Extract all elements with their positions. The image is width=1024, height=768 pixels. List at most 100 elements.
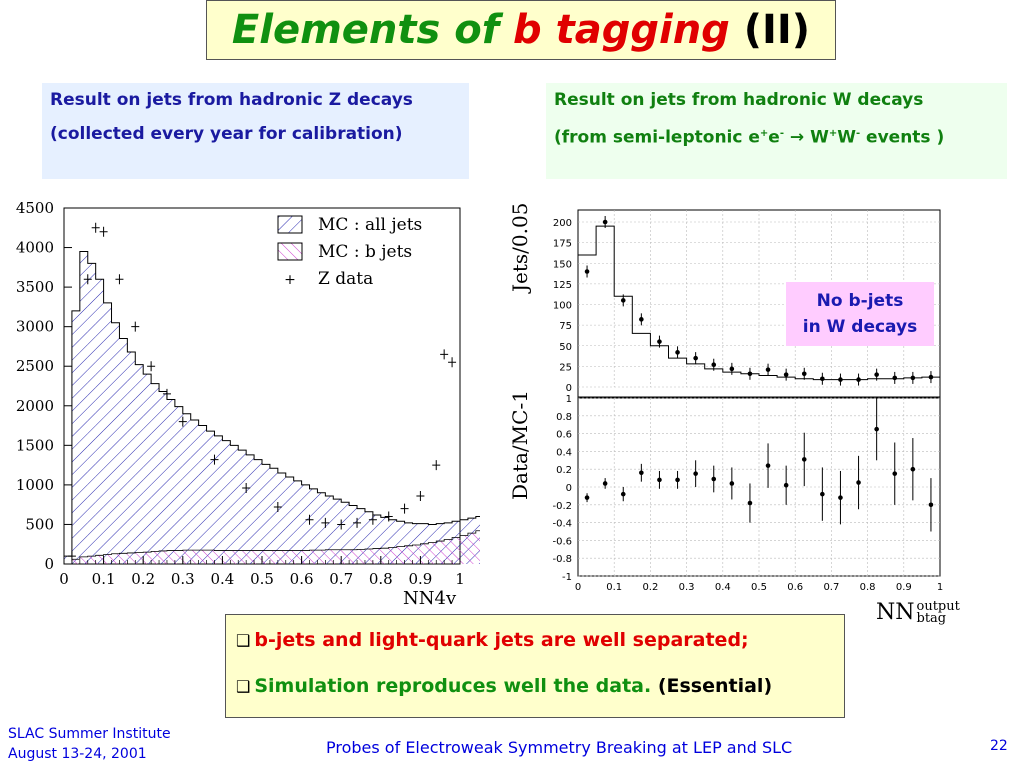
y-tick-label: 0 (44, 555, 54, 573)
y-tick-label: 3000 (16, 318, 54, 336)
all-jets-bar (71, 310, 80, 564)
lower-y-tick-label: -0.2 (552, 501, 572, 512)
rc-sup-2: - (779, 128, 784, 139)
lower-y-tick-label: 0.6 (556, 430, 572, 441)
x-tick-label: 1 (455, 570, 465, 588)
b-jets-bar (222, 550, 231, 564)
b-jets-bar (95, 555, 104, 564)
lower-x-tick-label: 1 (937, 582, 943, 593)
lower-x-tick-label: 0.4 (715, 582, 731, 593)
lower-y-tick-label: -1 (562, 572, 572, 583)
title-part-3: (II) (729, 7, 811, 53)
y-tick-label: 2500 (16, 357, 54, 375)
b-jets-bar (357, 549, 365, 564)
ratio-point (584, 495, 590, 500)
all-jets-bar (222, 440, 231, 564)
x-tick-label: 0.3 (171, 570, 195, 588)
ratio-point (711, 476, 717, 482)
data-point (675, 350, 680, 355)
data-point (747, 371, 753, 377)
all-jets-outline (63, 251, 480, 564)
all-jets-bar (206, 431, 215, 564)
x-tick-label: 0.1 (92, 570, 116, 588)
no-b-jets-note: No b-jets in W decays (786, 282, 934, 346)
z-data-point (353, 517, 362, 528)
b-jets-bar (388, 547, 397, 564)
data-point (729, 366, 735, 372)
all-jets-bar (190, 420, 199, 564)
lower-y-tick-label: 0.2 (556, 465, 572, 476)
b-jets-bar (103, 554, 112, 564)
lower-x-tick-label: 0.3 (679, 582, 695, 593)
ratio-point (838, 495, 843, 500)
z-data-point (273, 502, 282, 513)
title-part-1: Elements of (231, 7, 514, 53)
b-jets-bar (230, 550, 239, 564)
b-jets-bar (372, 548, 381, 564)
footer-left-line-2: August 13-24, 2001 (8, 746, 147, 762)
ratio-point (910, 466, 916, 472)
b-jets-bar (143, 552, 152, 564)
x-tick-label: 0.4 (210, 570, 234, 588)
rc-d: W (837, 127, 856, 148)
data-point (602, 219, 608, 225)
legend-label: MC : all jets (318, 215, 422, 235)
x-tick-label: 0.2 (131, 570, 155, 588)
lower-y-tick-label: 0 (566, 483, 572, 494)
ratio-point (765, 463, 771, 468)
all-jets-bar (95, 279, 104, 564)
right-caption-line-2: (from semi-leptonic e+e- → W+W- events ) (554, 123, 999, 149)
upper-y-tick-label: 175 (553, 239, 572, 250)
b-jets-bar (190, 550, 199, 564)
all-jets-bar (230, 445, 239, 564)
x-tick-label: 0.5 (250, 570, 274, 588)
ratio-point (928, 502, 934, 508)
nn-main: NN (876, 600, 915, 625)
rc-sup-3: + (828, 128, 838, 139)
rc-c: → W (783, 127, 829, 148)
all-jets-bar (309, 488, 318, 564)
z-data-point (400, 503, 409, 514)
x-tick-label: 0.6 (290, 570, 314, 588)
all-jets-bar (159, 391, 167, 564)
left-caption-line-2: (collected every year for calibration) (50, 124, 403, 144)
ratio-point (602, 481, 608, 486)
ratio-point (675, 477, 680, 483)
x-tick-label: 0.8 (369, 570, 393, 588)
all-jets-bar (174, 406, 183, 564)
z-data-point (321, 517, 330, 528)
b-jets-bar (364, 548, 373, 564)
b-jets-bar (452, 537, 460, 564)
data-point (584, 269, 590, 274)
ratio-point (892, 471, 898, 476)
b-jets-outline (64, 530, 480, 565)
left-x-axis-label: NN4v (403, 588, 457, 609)
b-jets-bar (166, 550, 175, 564)
z-data-point (384, 511, 393, 522)
all-jets-bar (277, 473, 286, 564)
all-jets-bar (246, 454, 255, 564)
data-point (910, 375, 916, 381)
title-part-2: b tagging (513, 7, 730, 53)
lower-y-tick-label: 0.8 (556, 412, 572, 423)
data-point (856, 377, 861, 382)
legend-marker: + (284, 272, 296, 288)
data-point (639, 317, 644, 322)
ratio-point (874, 426, 879, 432)
z-data-point (162, 388, 171, 399)
rc-b: e (768, 127, 780, 148)
z-data-point (337, 519, 346, 530)
upper-y-tick-label: 50 (559, 342, 572, 353)
all-jets-bar (325, 495, 334, 564)
b-jets-bar (412, 545, 421, 564)
x-tick-label: 0.7 (329, 570, 353, 588)
legend-label: MC : b jets (318, 242, 412, 262)
b-jets-bar (135, 552, 144, 564)
upper-y-tick-label: 125 (553, 280, 572, 291)
summary-line-1: ❑ b-jets and light-quark jets are well se… (236, 621, 834, 667)
all-jets-bar (404, 522, 413, 564)
rc-e: events ) (860, 127, 945, 148)
lower-y-axis-label: Data/MC-1 (508, 390, 532, 500)
ratio-point (856, 480, 861, 485)
z-data-point (440, 349, 449, 360)
